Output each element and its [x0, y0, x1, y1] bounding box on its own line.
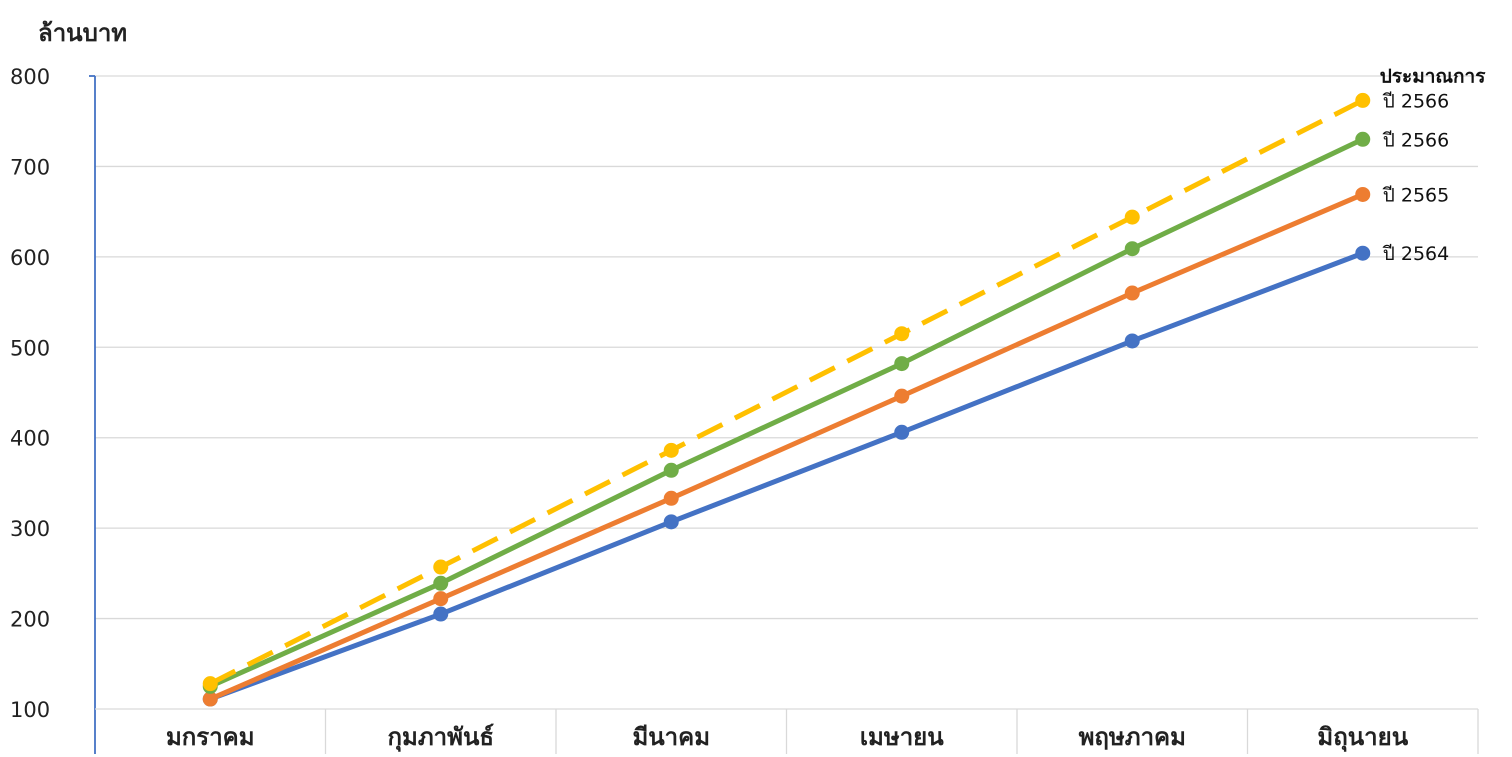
x-tick-label: มกราคม	[166, 723, 255, 751]
data-point	[894, 388, 910, 404]
data-point	[202, 691, 218, 707]
series-line-2	[207, 136, 1366, 689]
y-axis-label: ล้านบาท	[38, 19, 127, 47]
x-tick-label: มีนาคม	[632, 723, 710, 751]
data-point	[894, 326, 910, 342]
data-point	[1355, 186, 1371, 202]
series-label: ปี 2566	[1382, 129, 1449, 151]
data-point	[1355, 245, 1371, 261]
x-axis: มกราคม กุมภาพันธ์ มีนาคม เมษายน พฤษภาคม มิถุน…	[95, 708, 1479, 754]
series-line-3	[209, 98, 1364, 686]
data-point	[1355, 92, 1371, 108]
data-point	[433, 606, 449, 622]
y-tick-label: 400	[10, 427, 50, 451]
y-tick-label: 300	[10, 517, 50, 541]
data-point	[433, 559, 449, 575]
x-tick-label: กุมภาพันธ์	[387, 723, 494, 753]
y-axis: 100 200 300 400 500 600 700 800	[10, 65, 96, 754]
y-tick-label: 800	[10, 65, 50, 89]
series-line-0	[207, 250, 1366, 702]
y-tick-label: 700	[10, 155, 50, 179]
y-tick-label: 100	[10, 698, 50, 722]
data-point	[1355, 131, 1371, 147]
data-point	[663, 514, 679, 530]
data-point	[433, 591, 449, 607]
series-label: ปี 2565	[1382, 184, 1449, 206]
data-point	[202, 676, 218, 692]
data-point	[663, 442, 679, 458]
data-point	[663, 490, 679, 506]
data-point	[1124, 333, 1140, 349]
y-tick-label: 200	[10, 608, 50, 632]
data-point	[1124, 285, 1140, 301]
series-line-1	[207, 191, 1366, 702]
series-label-line1: ประมาณการ	[1380, 65, 1486, 87]
y-tick-label: 500	[10, 336, 50, 360]
series-label: ปี 2566	[1382, 90, 1449, 112]
data-point	[433, 575, 449, 591]
x-tick-label: มิถุนายน	[1317, 723, 1408, 753]
data-point	[894, 424, 910, 440]
series-label: ปี 2564	[1382, 243, 1449, 265]
data-point	[663, 462, 679, 478]
data-point	[894, 356, 910, 372]
x-tick-label: พฤษภาคม	[1079, 723, 1186, 751]
data-point	[1124, 241, 1140, 257]
series-group	[202, 92, 1371, 707]
y-tick-label: 600	[10, 246, 50, 270]
x-tick-label: เมษายน	[860, 723, 944, 751]
gridlines	[95, 75, 1478, 620]
data-point	[1124, 209, 1140, 225]
